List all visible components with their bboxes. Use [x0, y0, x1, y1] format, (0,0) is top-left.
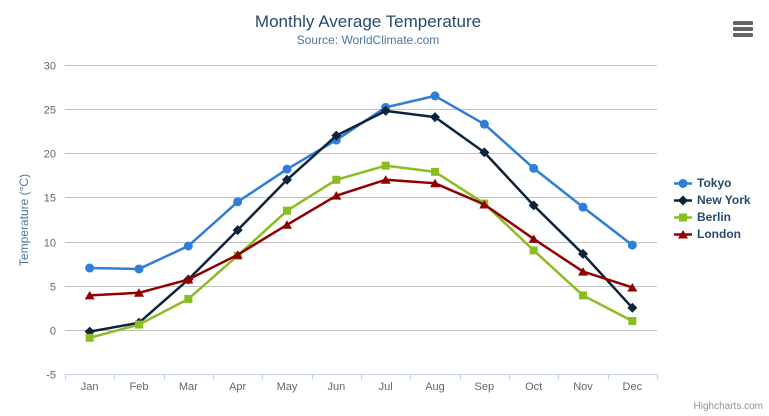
legend-label: Tokyo — [697, 176, 732, 190]
tokyo-point[interactable] — [134, 264, 144, 274]
london-point[interactable] — [479, 199, 490, 209]
new-york-point[interactable] — [528, 200, 539, 211]
berlin-legend-marker — [679, 213, 687, 222]
y-axis-label: 10 — [44, 238, 56, 250]
x-axis-label: Nov — [573, 381, 593, 393]
series-new-york[interactable] — [84, 105, 638, 337]
legend-label: London — [697, 227, 741, 241]
berlin-point[interactable] — [579, 291, 587, 300]
x-axis-label: Jan — [81, 381, 99, 393]
new-york-point[interactable] — [232, 225, 243, 236]
london-point[interactable] — [331, 191, 342, 200]
legend-item-berlin[interactable]: Berlin — [674, 209, 751, 226]
series-tokyo[interactable] — [85, 91, 637, 274]
chart-title: Monthly Average Temperature — [254, 12, 482, 31]
new-york-series-marker-icon — [674, 195, 692, 206]
chart-subtitle: Source: WorldClimate.com — [296, 33, 440, 47]
tokyo-point[interactable] — [183, 241, 193, 251]
london-line[interactable] — [88, 178, 634, 297]
export-menu-button[interactable] — [733, 21, 753, 37]
new-york-point[interactable] — [578, 248, 588, 259]
new-york-point[interactable] — [479, 147, 490, 158]
berlin-point[interactable] — [135, 320, 143, 329]
london-point[interactable] — [380, 175, 391, 184]
berlin-point[interactable] — [529, 246, 538, 255]
y-axis-title: Temperature (°C) — [17, 173, 31, 267]
tokyo-series-marker-icon — [674, 179, 692, 188]
london-point[interactable] — [578, 267, 588, 276]
tokyo-legend-marker — [678, 179, 688, 188]
new-york-point[interactable] — [331, 130, 342, 141]
hamburger-icon — [733, 27, 753, 31]
x-axis-label: Oct — [525, 381, 542, 393]
berlin-point[interactable] — [184, 294, 193, 303]
new-york-legend-marker — [678, 195, 688, 206]
berlin-point[interactable] — [628, 317, 637, 326]
y-axis-label: 30 — [44, 61, 56, 73]
london-point[interactable] — [134, 288, 144, 297]
berlin-point[interactable] — [431, 167, 439, 176]
berlin-point[interactable] — [283, 206, 291, 215]
tokyo-point[interactable] — [627, 240, 637, 250]
london-legend-marker — [678, 230, 688, 239]
new-york-point[interactable] — [627, 302, 638, 313]
london-point[interactable] — [282, 220, 292, 229]
london-point[interactable] — [183, 275, 194, 284]
x-axis-label: Apr — [229, 381, 246, 393]
x-axis-label: Feb — [130, 381, 149, 393]
tokyo-point[interactable] — [85, 263, 95, 273]
x-axis-label: Jul — [379, 381, 393, 393]
legend-item-london[interactable]: London — [674, 226, 751, 243]
x-axis-label: Aug — [425, 381, 445, 393]
series-london[interactable] — [84, 175, 638, 300]
legend: Tokyo New York Berlin London — [674, 175, 751, 243]
hamburger-icon — [733, 21, 753, 25]
legend-item-new-york[interactable]: New York — [674, 192, 751, 209]
london-point[interactable] — [430, 178, 440, 188]
london-point[interactable] — [232, 250, 243, 259]
london-series-marker-icon — [674, 230, 692, 239]
tokyo-point[interactable] — [282, 164, 292, 174]
new-york-point[interactable] — [282, 174, 292, 185]
y-axis-label: 0 — [50, 326, 56, 338]
new-york-line[interactable] — [88, 109, 634, 333]
tokyo-point[interactable] — [479, 119, 489, 129]
x-axis-label: Dec — [623, 381, 643, 393]
hamburger-icon — [733, 33, 753, 37]
tokyo-point[interactable] — [430, 91, 440, 101]
legend-label: New York — [697, 193, 751, 207]
london-point[interactable] — [84, 290, 95, 300]
legend-label: Berlin — [697, 210, 732, 224]
berlin-point[interactable] — [85, 333, 94, 342]
london-point[interactable] — [528, 234, 539, 243]
berlin-line[interactable] — [88, 164, 634, 340]
y-axis-label: 25 — [44, 105, 56, 117]
new-york-point[interactable] — [430, 112, 440, 123]
berlin-point[interactable] — [381, 161, 390, 170]
x-axis-label: May — [277, 381, 298, 393]
highcharts-credit[interactable]: Highcharts.com — [693, 401, 763, 412]
london-point[interactable] — [627, 282, 638, 292]
tokyo-point[interactable] — [578, 202, 588, 212]
tokyo-point[interactable] — [529, 163, 539, 173]
tokyo-point[interactable] — [233, 197, 243, 207]
berlin-series-marker-icon — [674, 213, 692, 222]
berlin-point[interactable] — [332, 175, 341, 184]
y-axis-label: 15 — [44, 193, 56, 205]
legend-item-tokyo[interactable]: Tokyo — [674, 175, 751, 192]
y-axis-label: 20 — [44, 149, 56, 161]
x-axis-label: Mar — [179, 381, 198, 393]
y-axis-label: -5 — [46, 370, 56, 382]
x-axis-label: Jun — [327, 381, 345, 393]
new-york-point[interactable] — [380, 105, 391, 116]
x-axis-label: Sep — [475, 381, 495, 393]
y-axis-label: 5 — [50, 282, 56, 294]
